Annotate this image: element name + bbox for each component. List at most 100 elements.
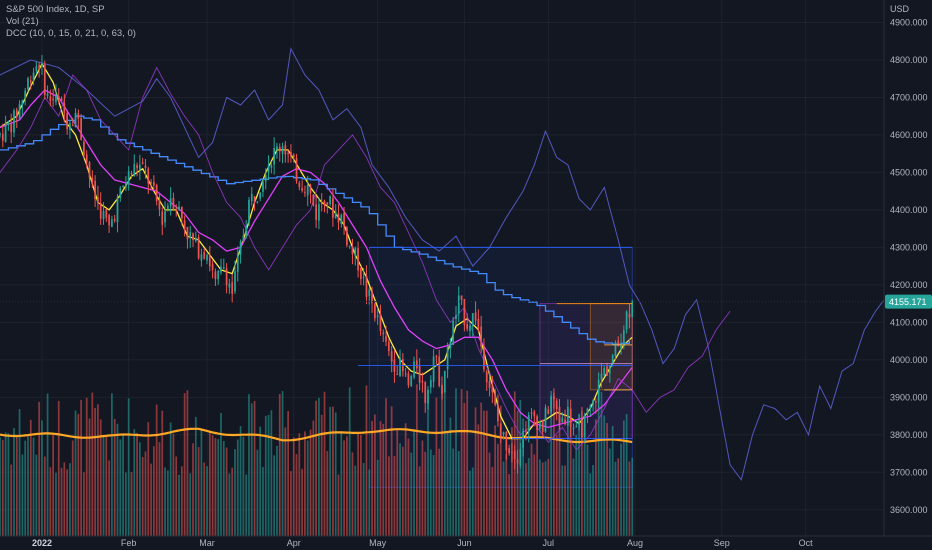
volume-bar xyxy=(457,451,460,536)
chart-legend: S&P 500 Index, 1D, SP Vol (21) DCC (10, … xyxy=(6,4,136,40)
candle-body xyxy=(567,406,569,426)
candle-body xyxy=(558,406,561,424)
candle-body xyxy=(175,210,178,212)
volume-bar xyxy=(334,412,337,536)
candle-body xyxy=(368,289,371,297)
volume-bar xyxy=(94,407,96,536)
volume-bar xyxy=(502,461,505,536)
volume-bar xyxy=(18,409,21,536)
volume-bar xyxy=(208,430,211,536)
candle-body xyxy=(102,210,105,220)
volume-bar xyxy=(222,441,225,536)
legend-volume[interactable]: Vol (21) xyxy=(6,16,39,27)
candle-body xyxy=(622,330,625,346)
volume-bar xyxy=(113,418,116,536)
candle-body xyxy=(449,342,452,349)
volume-bar xyxy=(424,451,427,536)
volume-bar xyxy=(99,419,102,536)
volume-bar xyxy=(555,434,558,536)
candle-body xyxy=(290,151,292,157)
volume-bar xyxy=(471,467,474,536)
volume-bar xyxy=(539,459,541,536)
candle-body xyxy=(432,356,435,382)
volume-bar xyxy=(511,427,513,536)
candle-body xyxy=(315,204,317,220)
candle-body xyxy=(438,356,441,386)
volume-bar xyxy=(287,411,290,536)
volume-bar xyxy=(186,390,189,536)
volume-bar xyxy=(497,443,499,536)
candle-body xyxy=(516,459,519,464)
volume-bar xyxy=(57,400,60,536)
volume-bar xyxy=(572,458,575,536)
candle-body xyxy=(611,355,614,364)
volume-bar xyxy=(10,464,13,536)
volume-bar xyxy=(200,429,203,536)
price-tick-label: 4700.000 xyxy=(890,92,928,102)
price-tick-label: 4900.000 xyxy=(890,17,928,27)
candle-body xyxy=(617,340,620,347)
candle-body xyxy=(360,268,362,280)
candle-body xyxy=(234,271,236,292)
volume-bar xyxy=(491,467,494,536)
price-axis[interactable]: USD 4900.000 4800.000 4700.000 4600.000 4500.… xyxy=(883,0,932,550)
volume-bar xyxy=(354,465,357,536)
volume-bar xyxy=(141,456,144,536)
price-tick-label: 3600.000 xyxy=(890,505,928,515)
candle-body xyxy=(41,64,43,67)
volume-bar xyxy=(108,460,110,536)
volume-bar xyxy=(581,406,583,536)
time-tick-label: 2022 xyxy=(32,538,52,548)
candle-body xyxy=(631,301,634,318)
candle-body xyxy=(553,396,555,400)
volume-bar xyxy=(385,398,387,536)
volume-bar xyxy=(49,467,52,536)
candle-body xyxy=(469,325,471,332)
candle-body xyxy=(533,411,536,417)
time-tick-label: Apr xyxy=(287,538,301,548)
volume-bar xyxy=(169,422,172,536)
time-tick-label: Jun xyxy=(457,538,472,548)
candle-body xyxy=(362,276,365,278)
time-axis[interactable]: 2022 Feb Mar Apr May Jun Jul Aug Sep Oct xyxy=(0,535,932,550)
candle-body xyxy=(474,312,477,321)
candle-body xyxy=(63,103,66,113)
candle-body xyxy=(620,344,622,349)
legend-symbol[interactable]: S&P 500 Index, 1D, SP xyxy=(6,4,105,15)
candle-body xyxy=(250,194,253,202)
candle-body xyxy=(130,173,133,175)
volume-bar xyxy=(569,418,572,536)
candle-body xyxy=(108,215,110,226)
candle-body xyxy=(172,197,175,210)
candle-body xyxy=(306,185,309,196)
candle-body xyxy=(83,141,85,156)
volume-bar xyxy=(449,417,452,536)
legend-dcc[interactable]: DCC (10, 0, 15, 0, 21, 0, 63, 0) xyxy=(6,28,136,39)
candle-body xyxy=(152,182,155,186)
candle-body xyxy=(122,186,124,188)
candle-body xyxy=(69,123,71,130)
candle-body xyxy=(239,241,242,255)
volume-bar xyxy=(136,432,138,536)
volume-bar xyxy=(441,386,443,536)
volume-bar xyxy=(259,426,262,536)
candle-body xyxy=(564,419,566,425)
volume-bar xyxy=(527,458,530,536)
candle-body xyxy=(66,112,69,130)
candle-body xyxy=(214,271,217,280)
volume-bar xyxy=(544,461,547,536)
candle-body xyxy=(259,192,262,199)
volume-bar xyxy=(7,433,10,536)
candle-body xyxy=(457,295,460,314)
volume-bar xyxy=(421,440,424,536)
volume-bar xyxy=(234,449,236,536)
volume-bar xyxy=(597,396,600,536)
candle-body xyxy=(127,171,130,185)
candle-body xyxy=(608,365,611,374)
volume-bar xyxy=(180,466,183,536)
volume-bar xyxy=(256,449,259,536)
candle-body xyxy=(443,371,446,392)
volume-bar xyxy=(189,473,192,536)
candle-body xyxy=(547,409,550,414)
